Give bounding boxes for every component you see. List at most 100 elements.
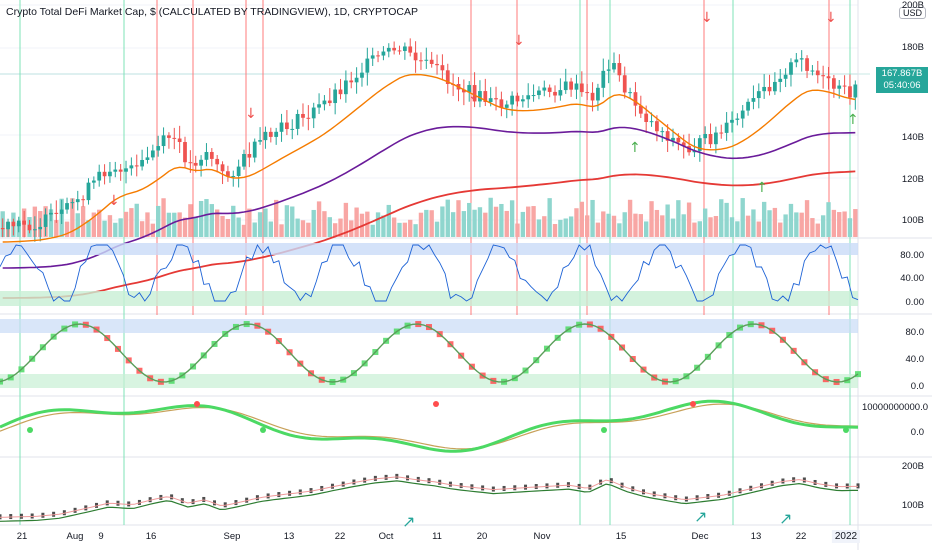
candle-body [338, 89, 343, 95]
date-axis-label: Sep [223, 531, 241, 542]
candle-body [236, 166, 241, 177]
candle-body [91, 180, 96, 183]
candle-body [676, 137, 681, 143]
volume-bar [601, 211, 606, 237]
candle-body [349, 80, 354, 83]
volume-bar [231, 205, 236, 237]
volume-bar [306, 222, 311, 237]
volume-bar [820, 215, 826, 237]
last-price-value: 167.867B [881, 68, 923, 79]
macd-cross-marker [194, 401, 200, 407]
volume-bar [579, 201, 585, 237]
volume-bar [515, 223, 520, 237]
candle-body [590, 92, 595, 101]
volume-bar [434, 221, 440, 237]
candle-body [370, 55, 375, 59]
volume-bar [638, 214, 643, 237]
candle-body [247, 154, 252, 158]
volume-bar [273, 199, 279, 237]
candle-body [461, 89, 466, 93]
volume-bar [654, 209, 660, 237]
macd-cross-marker [260, 427, 266, 433]
candle-body [499, 99, 504, 108]
mini-candle [556, 482, 560, 488]
volume-bar [837, 212, 842, 237]
volume-bar [48, 209, 54, 237]
osc1-axis-label: 80.00 [900, 250, 924, 261]
down-arrow-icon: ↓ [825, 10, 837, 26]
mini-candle [652, 491, 656, 497]
up-arrow-icon: ↑ [847, 112, 859, 128]
mini-candle [309, 488, 313, 494]
current-date-label: 2022 [831, 530, 861, 543]
volume-bar [204, 199, 209, 237]
volume-bar [252, 222, 257, 237]
volume-bar [488, 197, 493, 237]
candle-body [714, 132, 718, 145]
mini-candle [395, 473, 399, 479]
candle-body [826, 76, 831, 79]
osc1-axis-label: 40.00 [900, 273, 924, 284]
candle-body [719, 132, 724, 134]
up-arrow-icon: ↑ [629, 140, 641, 156]
date-axis-label: Aug [66, 531, 84, 542]
candle-body [783, 74, 788, 79]
candle-body [563, 81, 568, 91]
volume-bar [729, 217, 735, 237]
volume-bar [761, 201, 767, 237]
candle-body [596, 87, 600, 101]
volume-bar [70, 198, 75, 237]
candle-body [252, 141, 257, 158]
volume-bar [445, 199, 450, 237]
trend-arrow-icon: ↗ [402, 512, 415, 531]
volume-bar [418, 212, 424, 237]
candle-body [735, 118, 740, 120]
volume-bar [322, 211, 327, 237]
date-axis-label: Nov [533, 531, 551, 542]
candle-body [842, 85, 847, 87]
volume-bar [697, 221, 702, 237]
candle-body [773, 81, 777, 92]
volume-bar [263, 208, 268, 237]
mini-price-line [0, 476, 858, 518]
candle-body [97, 171, 102, 181]
bar-countdown: 05:40:06 [883, 80, 921, 91]
price-axis-label: 200B [901, 0, 924, 11]
volume-bar [198, 200, 204, 237]
trend-arrow-icon: ↗ [779, 509, 792, 528]
volume-bar [429, 210, 434, 237]
candle-body [751, 98, 756, 102]
currency-badge[interactable]: USD [898, 7, 926, 19]
candle-body [150, 150, 155, 158]
candle-body [612, 63, 616, 70]
candle-body [397, 50, 402, 52]
mini-candle [717, 492, 721, 498]
volume-bar [799, 212, 804, 237]
candle-body [81, 199, 85, 201]
candle-body [231, 176, 236, 178]
candle-body [837, 85, 842, 89]
candle-body [537, 90, 541, 96]
candle-body [746, 101, 750, 111]
volume-bar [847, 218, 853, 237]
date-axis-label: 15 [615, 531, 627, 542]
volume-bar [531, 206, 536, 237]
ema-fast-line [2, 73, 856, 243]
candle-body [622, 75, 627, 93]
candle-body [810, 70, 815, 72]
candle-body [789, 62, 793, 75]
trend-arrow-icon: ↗ [694, 507, 707, 526]
volume-bar [660, 215, 665, 237]
volume-bar [563, 218, 568, 237]
mini-candle [52, 511, 56, 517]
osc4-axis-label: 100B [901, 500, 924, 511]
candle-body [365, 58, 370, 73]
candle-body [708, 133, 713, 145]
date-axis-label: 22 [334, 531, 346, 542]
osc3-axis-label: 10000000000.0 [861, 402, 928, 413]
candle-body [129, 165, 134, 169]
price-axis-label: 120B [901, 174, 924, 185]
volume-bar [386, 204, 391, 237]
